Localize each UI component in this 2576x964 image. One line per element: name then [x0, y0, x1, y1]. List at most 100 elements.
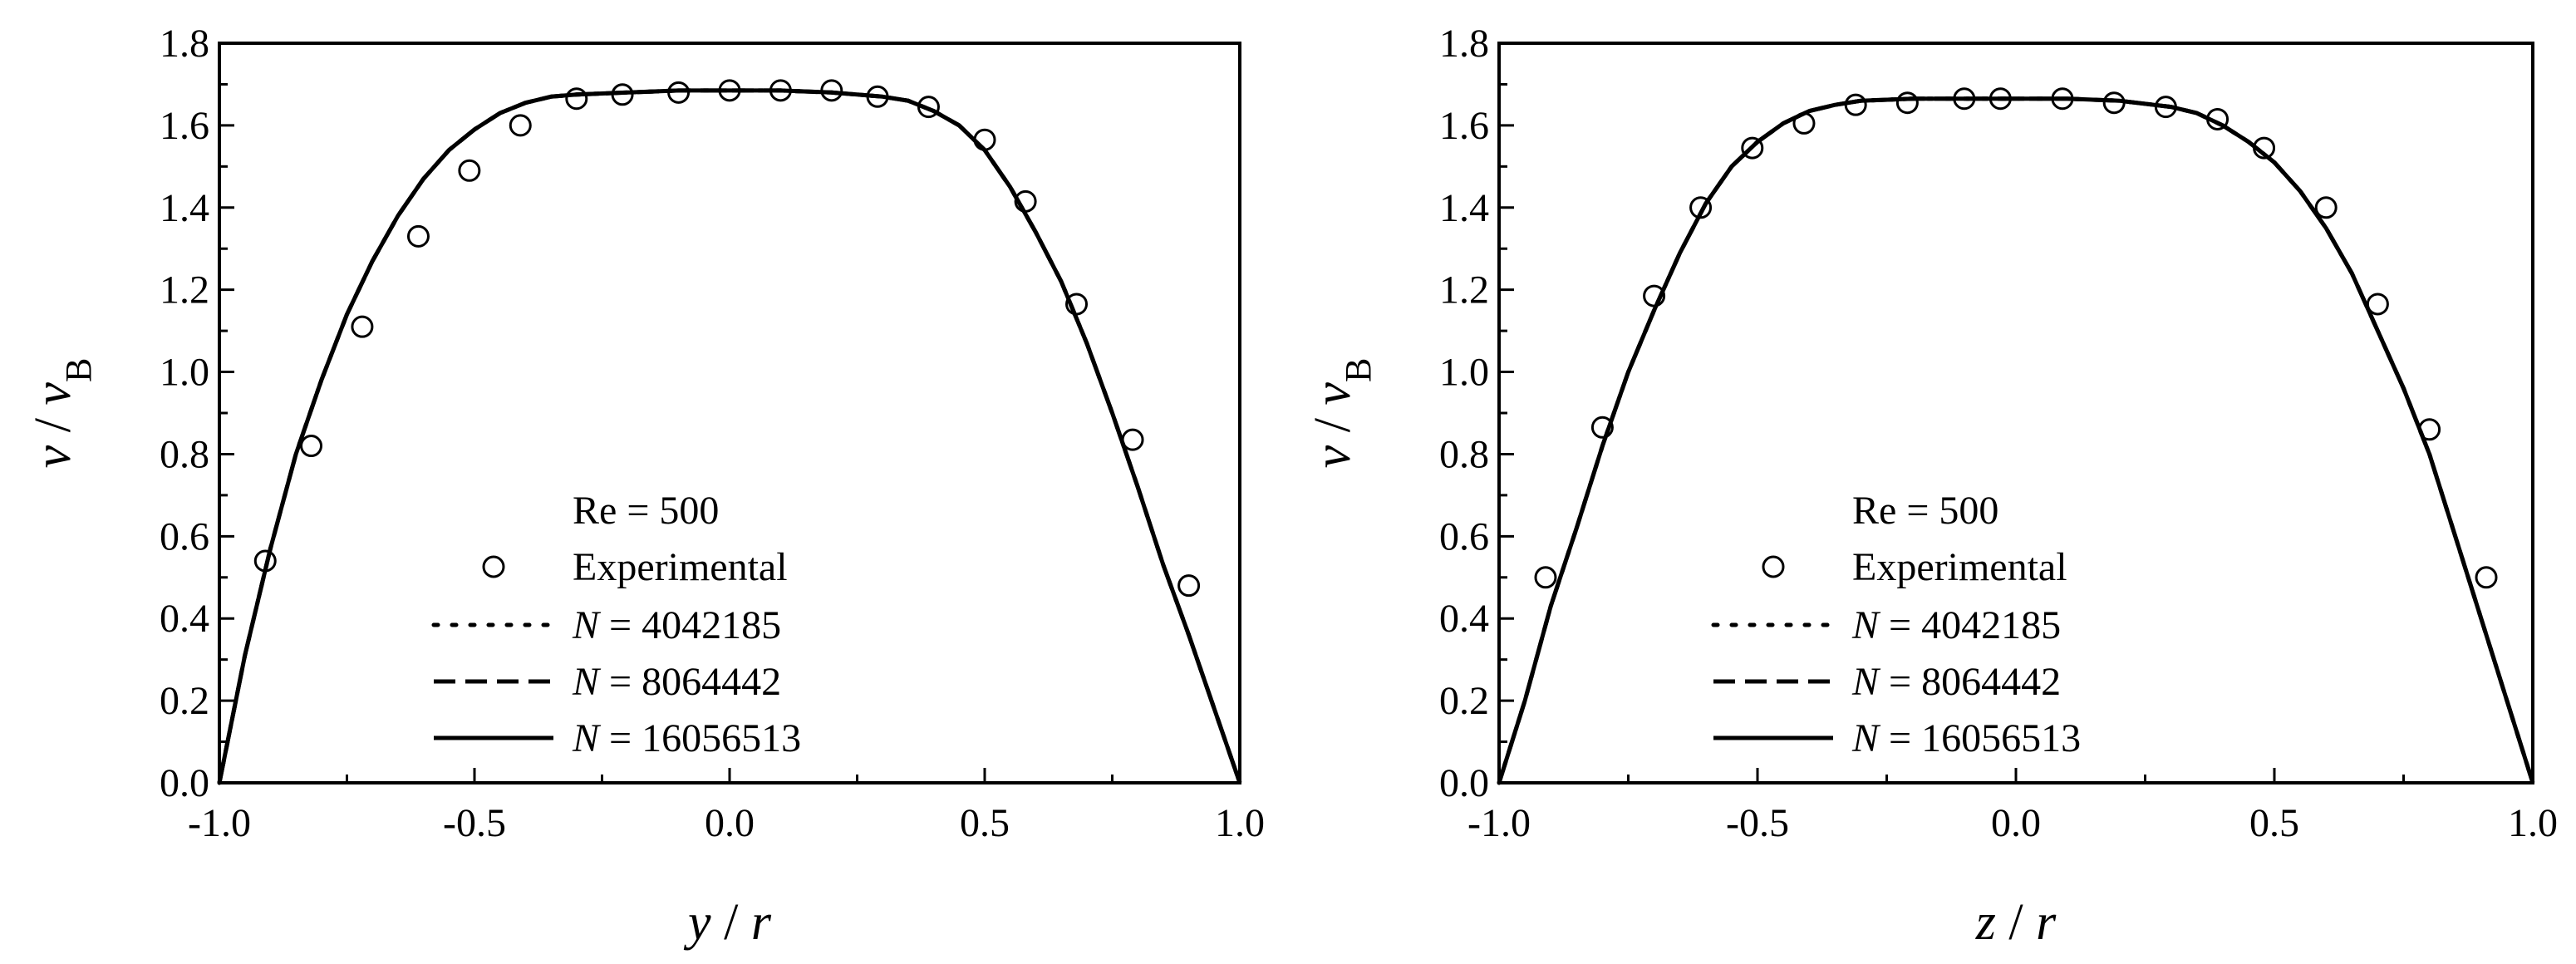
y-tick-label: 0.2: [1439, 679, 1489, 723]
experimental-point: [1065, 293, 1089, 316]
legend-item-experimental: Experimental: [482, 545, 788, 589]
y-tick-label: 1.4: [160, 186, 209, 230]
experimental-point: [2051, 87, 2074, 111]
experimental-point: [1643, 284, 1666, 307]
experimental-point: [973, 128, 996, 151]
experimental-point: [253, 549, 277, 573]
x-tick-label: 0.5: [2249, 801, 2299, 845]
experimental-point: [458, 159, 481, 182]
series-line-solid: [1497, 96, 2535, 784]
y-tick-label: 0.6: [160, 514, 209, 558]
tick-labels: 0.0 0.2 0.4 0.6 0.8 1.0 1.2 1.4 1.6 1.8 -1.0 -0.5 0.…: [160, 22, 1265, 845]
experimental-point: [1014, 189, 1037, 213]
y-axis-title: v / vB: [25, 358, 99, 469]
experimental-point: [1121, 428, 1144, 451]
chart-panel-right: 0.0 0.2 0.4 0.6 0.8 1.0 1.2 1.4 1.6 1.8 -1.0 -0.5 0.…: [1305, 22, 2558, 951]
legend-label: N = 4042185: [1851, 603, 2061, 647]
experimental-point: [1689, 196, 1713, 219]
plot-frame: [218, 42, 1241, 784]
y-tick-label: 0.8: [1439, 432, 1489, 476]
experimental-point: [2154, 96, 2177, 119]
experimental-markers: [253, 79, 1201, 598]
x-tick-label: 1.0: [1215, 801, 1265, 845]
y-tick-label: 0.6: [1439, 514, 1489, 558]
experimental-point: [2314, 196, 2338, 219]
legend-title: Re = 500: [1852, 489, 1998, 533]
y-tick-label: 1.0: [1439, 351, 1489, 395]
y-tick-label: 1.6: [160, 104, 209, 148]
experimental-point: [2253, 136, 2276, 160]
y-axis-title: v / vB: [1305, 358, 1379, 469]
experimental-point: [1989, 87, 2012, 111]
y-tick-label: 1.4: [1439, 186, 1489, 230]
experimental-point: [917, 96, 940, 119]
y-tick-label: 1.6: [1439, 104, 1489, 148]
y-tick-label: 0.8: [160, 432, 209, 476]
series-line-solid: [217, 88, 1242, 784]
experimental-point: [351, 315, 374, 338]
series-lines: [1497, 96, 2535, 785]
legend: Re = 500 Experimental N = 4042185 N = 80…: [431, 489, 801, 760]
x-tick-label: 1.0: [2508, 801, 2558, 845]
legend-item-solid: N = 16056513: [1713, 716, 2081, 760]
legend-item-dotted: N = 4042185: [1711, 603, 2061, 647]
experimental-point: [300, 435, 323, 458]
tick-labels: 0.0 0.2 0.4 0.6 0.8 1.0 1.2 1.4 1.6 1.8 -1.0 -0.5 0.…: [1439, 22, 2558, 845]
y-tick-label: 0.0: [1439, 761, 1489, 805]
experimental-point: [2206, 107, 2229, 130]
experimental-point: [2418, 418, 2441, 441]
experimental-point: [1792, 111, 1816, 135]
experimental-point: [509, 114, 532, 137]
experimental-point: [1534, 566, 1557, 589]
experimental-point: [718, 79, 741, 102]
legend-label: N = 4042185: [572, 603, 781, 647]
y-tick-label: 1.8: [160, 22, 209, 66]
experimental-point: [1177, 574, 1201, 598]
experimental-point: [406, 224, 430, 248]
experimental-point: [866, 85, 889, 108]
y-tick-label: 1.2: [160, 268, 209, 312]
legend-item-dotted: N = 4042185: [431, 603, 781, 647]
series-lines: [217, 88, 1242, 785]
legend-item-solid: N = 16056513: [434, 716, 801, 760]
x-tick-label: -1.0: [1467, 801, 1531, 845]
legend: Re = 500 Experimental N = 4042185 N = 80…: [1711, 489, 2081, 760]
experimental-point: [820, 79, 843, 102]
experimental-point: [611, 83, 634, 106]
experimental-point: [1844, 93, 1867, 116]
y-tick-label: 0.4: [1439, 597, 1489, 641]
experimental-markers: [1534, 87, 2498, 589]
legend-label: N = 16056513: [1851, 716, 2081, 760]
x-tick-label: -0.5: [443, 801, 506, 845]
experimental-point: [667, 81, 691, 104]
y-tick-label: 1.8: [1439, 22, 1489, 66]
y-tick-label: 1.2: [1439, 268, 1489, 312]
legend-item-experimental: Experimental: [1762, 545, 2067, 589]
y-tick-label: 0.2: [160, 679, 209, 723]
x-axis-title: z / r: [1975, 894, 2057, 951]
x-tick-label: 0.5: [960, 801, 1010, 845]
experimental-point: [769, 79, 792, 102]
legend-item-dashed: N = 8064442: [1713, 660, 2061, 704]
experimental-point: [1953, 87, 1976, 111]
experimental-point: [2475, 566, 2498, 589]
legend-title: Re = 500: [573, 489, 719, 533]
legend-label: Experimental: [1852, 545, 2067, 589]
y-tick-label: 0.0: [160, 761, 209, 805]
experimental-point: [1895, 91, 1919, 115]
experimental-point: [2102, 91, 2126, 115]
legend-circle-marker: [482, 555, 505, 578]
x-tick-label: 0.0: [1991, 801, 2041, 845]
chart-panel-left: 0.0 0.2 0.4 0.6 0.8 1.0 1.2 1.4 1.6 1.8 -1.0 -0.5 0.…: [25, 22, 1265, 951]
experimental-point: [565, 87, 588, 111]
legend-label: Experimental: [573, 545, 788, 589]
x-axis-title: y / r: [683, 894, 772, 951]
experimental-point: [1741, 136, 1764, 160]
plot-frame: [1497, 42, 2534, 784]
x-tick-label: -1.0: [188, 801, 251, 845]
x-tick-label: -0.5: [1726, 801, 1789, 845]
experimental-point: [2366, 293, 2389, 316]
y-tick-label: 0.4: [160, 597, 209, 641]
y-tick-label: 1.0: [160, 351, 209, 395]
